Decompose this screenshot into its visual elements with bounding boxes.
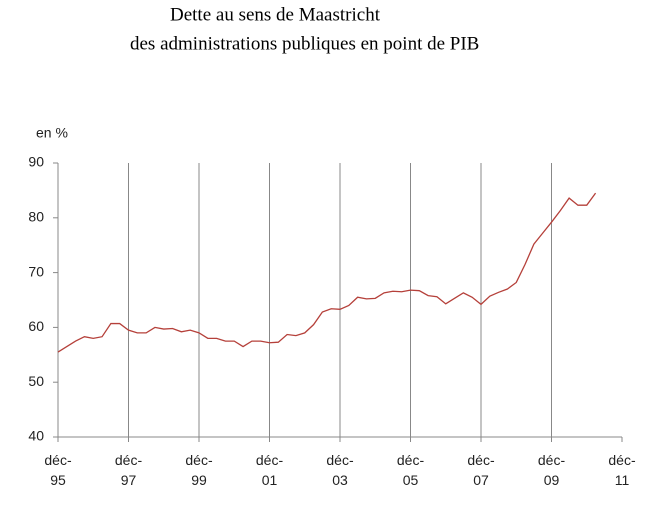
x-tick-label: déc- 99 — [185, 452, 213, 488]
y-tick-label: 40 — [28, 428, 44, 444]
data-line — [57, 192, 597, 353]
x-tick-label: déc- 97 — [114, 452, 143, 488]
x-tick-label: déc- 05 — [396, 452, 425, 488]
y-tick-label: 80 — [28, 209, 44, 225]
y-tick-label: 50 — [28, 373, 44, 389]
y-tick-label: 90 — [28, 154, 44, 170]
y-tick-label: 60 — [28, 318, 44, 334]
chart-subtitle: des administrations publiques en point d… — [130, 33, 479, 54]
x-tick-label: déc- 01 — [255, 452, 284, 488]
x-tick-label: déc- 09 — [537, 452, 566, 488]
x-tick-label: déc- 07 — [467, 452, 495, 488]
x-tick-label: déc- 11 — [608, 452, 636, 488]
x-tick-label: déc- 03 — [326, 452, 354, 488]
y-tick-label: 70 — [28, 263, 44, 279]
y-axis-label: en % — [36, 125, 68, 141]
chart-title: Dette au sens de Maastricht — [170, 4, 381, 25]
x-tick-label: déc- 95 — [44, 452, 72, 488]
